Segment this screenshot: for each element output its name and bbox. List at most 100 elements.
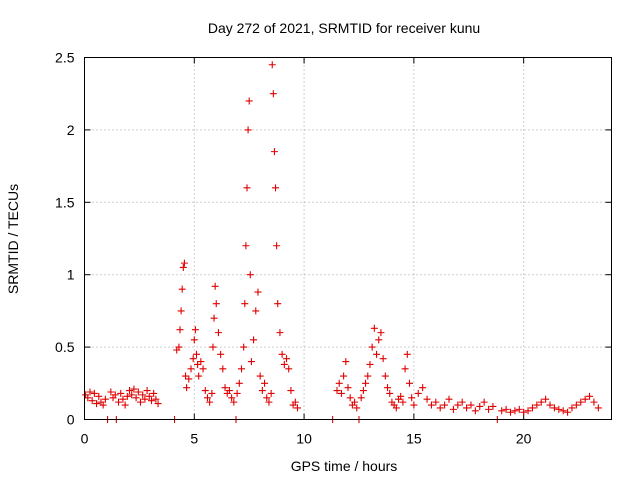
- data-point: [145, 392, 153, 400]
- x-tick-label: 0: [81, 431, 89, 447]
- data-point: [397, 392, 405, 400]
- data-point: [568, 404, 576, 412]
- data-point: [182, 372, 190, 380]
- data-point: [458, 398, 466, 406]
- data-point: [246, 271, 254, 279]
- data-point: [90, 389, 98, 397]
- data-point: [134, 388, 142, 396]
- data-point: [247, 358, 255, 366]
- data-point: [449, 405, 457, 413]
- data-point: [515, 405, 523, 413]
- data-point: [126, 387, 134, 395]
- data-point: [344, 384, 352, 392]
- data-point: [119, 395, 127, 403]
- data-point: [362, 379, 370, 387]
- data-point: [212, 300, 220, 308]
- data-point: [121, 401, 129, 409]
- data-point: [147, 397, 155, 405]
- data-point: [594, 404, 602, 412]
- x-axis-ticks: 0 5 10 15 20: [81, 57, 532, 447]
- data-point: [564, 408, 572, 416]
- data-point: [502, 405, 510, 413]
- data-point: [436, 404, 444, 412]
- data-point: [235, 379, 243, 387]
- data-point: [546, 401, 554, 409]
- data-point: [285, 365, 293, 373]
- data-point: [267, 389, 275, 397]
- data-point: [208, 389, 216, 397]
- data-point: [419, 384, 427, 392]
- data-point: [537, 398, 545, 406]
- data-point: [152, 395, 160, 403]
- data-point: [524, 407, 532, 415]
- data-point: [189, 355, 197, 363]
- y-axis-ticks: 0 0.5 1 1.5 2 2.5: [55, 50, 612, 428]
- data-point: [228, 394, 236, 402]
- data-point: [384, 384, 392, 392]
- data-point: [111, 391, 119, 399]
- data-point: [340, 372, 348, 380]
- data-point: [386, 389, 394, 397]
- data-point: [506, 408, 514, 416]
- data-point: [178, 285, 186, 293]
- data-point: [590, 398, 598, 406]
- data-point: [269, 90, 277, 98]
- data-point: [187, 365, 195, 373]
- y-tick-label: 0.5: [55, 339, 75, 355]
- data-point: [528, 404, 536, 412]
- data-point: [139, 391, 147, 399]
- data-point: [559, 407, 567, 415]
- chart-title: Day 272 of 2021, SRMTID for receiver kun…: [208, 20, 480, 36]
- data-point: [197, 358, 205, 366]
- data-point: [351, 398, 359, 406]
- data-point: [268, 61, 276, 69]
- data-point: [403, 350, 411, 358]
- data-point: [280, 360, 288, 368]
- data-point: [273, 242, 281, 250]
- data-point: [379, 355, 387, 363]
- data-point: [258, 387, 266, 395]
- data-point: [432, 398, 440, 406]
- data-point: [572, 401, 580, 409]
- data-point: [353, 404, 361, 412]
- data-point: [555, 405, 563, 413]
- y-tick-label: 0: [67, 412, 75, 428]
- data-point: [454, 401, 462, 409]
- data-point: [211, 282, 219, 290]
- data-point: [342, 358, 350, 366]
- data-point: [533, 401, 541, 409]
- data-point: [414, 389, 422, 397]
- data-point: [107, 388, 115, 396]
- data-point: [217, 350, 225, 358]
- data-point: [550, 404, 558, 412]
- data-point: [254, 288, 262, 296]
- data-point: [214, 329, 222, 337]
- data-point: [245, 97, 253, 105]
- data-point: [272, 184, 280, 192]
- data-point: [95, 392, 103, 400]
- y-axis-label: SRMTID / TECUs: [5, 184, 21, 294]
- data-point: [401, 365, 409, 373]
- data-point: [240, 343, 248, 351]
- data-point: [410, 401, 418, 409]
- data-point: [364, 372, 372, 380]
- data-point: [476, 402, 484, 410]
- data-point: [263, 394, 271, 402]
- y-tick-label: 2: [67, 122, 75, 138]
- data-point: [265, 398, 273, 406]
- data-point: [179, 263, 187, 271]
- data-point: [373, 350, 381, 358]
- data-point: [203, 394, 211, 402]
- data-point: [283, 355, 291, 363]
- data-point: [520, 408, 528, 416]
- data-point: [256, 372, 264, 380]
- data-point: [192, 350, 200, 358]
- data-point: [467, 401, 475, 409]
- data-point: [485, 405, 493, 413]
- data-point: [117, 389, 125, 397]
- data-point: [274, 300, 282, 308]
- data-point: [141, 395, 149, 403]
- data-point: [206, 398, 214, 406]
- x-tick-label: 20: [516, 431, 532, 447]
